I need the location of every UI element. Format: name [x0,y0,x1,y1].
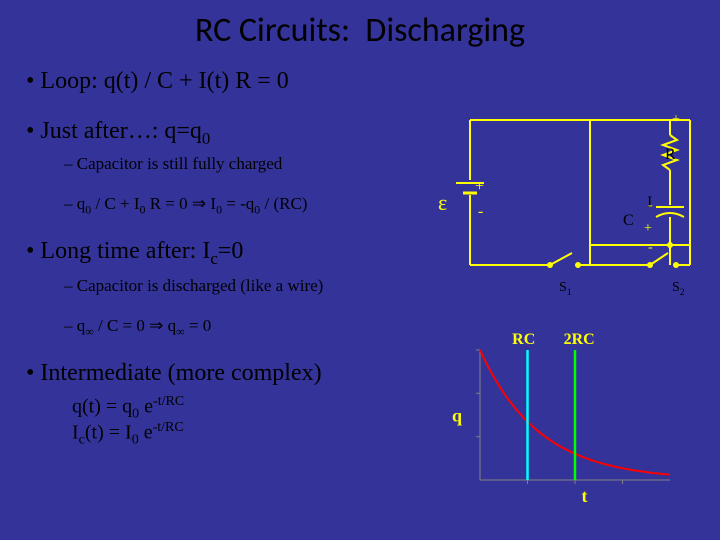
bullet-7: Intermediate (more complex) [26,360,322,387]
bullet-2: Capacitor is still fully charged [64,154,282,174]
svg-text:RC: RC [512,331,535,348]
decay-graph: t q RC 2RC [440,330,690,510]
slide: RC Circuits: Discharging Loop: q(t) / C … [0,0,720,540]
bullet-3: q0 / C + I0 R = 0 ⇒ I0 = -q0 / (RC) [64,194,307,217]
slide-title: RC Circuits: Discharging [0,0,720,51]
bullet-9: Ic(t) = I0 e-t/RC [72,420,184,449]
svg-text:2RC: 2RC [564,331,595,348]
bullet-1: Just after…: q=q0 [26,118,210,149]
svg-text:q: q [452,406,462,426]
svg-text:t: t [582,486,588,506]
circuit-diagram [450,105,710,305]
bullet-0: Loop: q(t) / C + I(t) R = 0 [26,68,289,95]
bullet-5: Capacitor is discharged (like a wire) [64,276,323,296]
bullet-6: q∞ / C = 0 ⇒ q∞ = 0 [64,316,211,339]
bullet-8: q(t) = q0 e-t/RC [72,394,184,423]
bullet-4: Long time after: Ic=0 [26,238,243,269]
